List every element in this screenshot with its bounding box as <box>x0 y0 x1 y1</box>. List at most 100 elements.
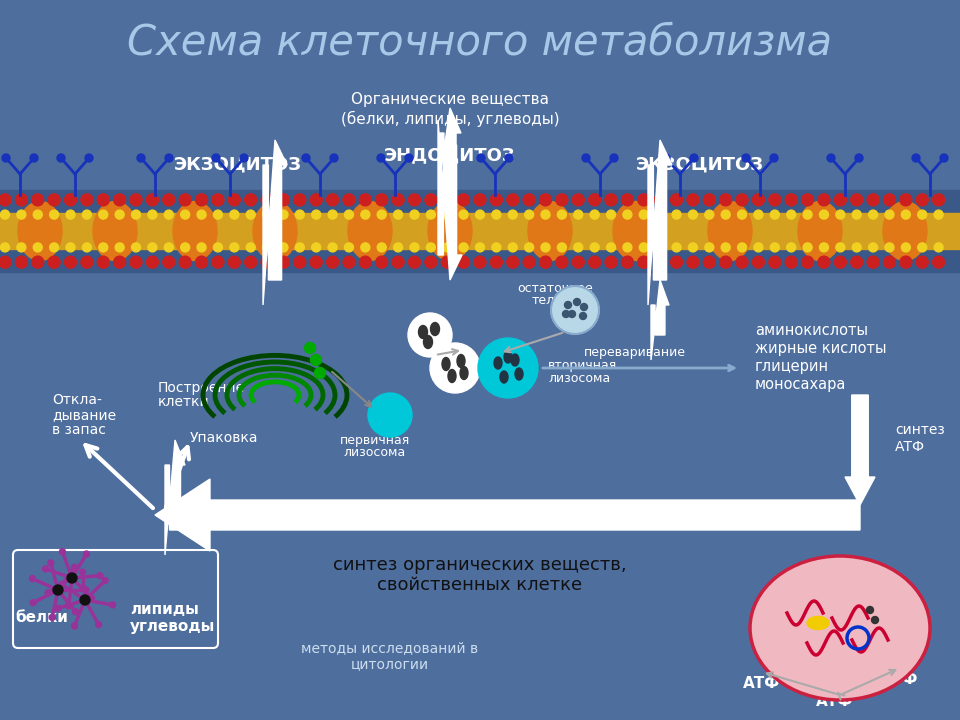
Circle shape <box>263 243 272 252</box>
Circle shape <box>279 210 288 219</box>
Ellipse shape <box>798 202 842 261</box>
Circle shape <box>426 210 436 219</box>
Circle shape <box>246 210 255 219</box>
Text: жирные кислоты: жирные кислоты <box>755 341 886 356</box>
Circle shape <box>147 194 158 206</box>
Circle shape <box>834 194 847 206</box>
Circle shape <box>197 210 206 219</box>
Circle shape <box>442 194 453 206</box>
Circle shape <box>656 210 664 219</box>
Circle shape <box>827 154 835 162</box>
Circle shape <box>212 256 224 268</box>
Circle shape <box>197 243 206 252</box>
Circle shape <box>48 560 54 566</box>
Circle shape <box>623 243 632 252</box>
Circle shape <box>294 256 306 268</box>
Text: синтез органических веществ,: синтез органических веществ, <box>333 556 627 574</box>
Circle shape <box>818 194 830 206</box>
Circle shape <box>637 194 650 206</box>
Bar <box>0 213 960 231</box>
Circle shape <box>328 243 337 252</box>
Circle shape <box>163 194 175 206</box>
Circle shape <box>818 256 830 268</box>
Circle shape <box>15 256 28 268</box>
Circle shape <box>359 194 372 206</box>
Text: тельце: тельце <box>532 294 578 307</box>
Circle shape <box>523 194 535 206</box>
Polygon shape <box>651 280 669 360</box>
Text: ЭНДОЦИТОЗ: ЭНДОЦИТОЗ <box>384 146 516 164</box>
Text: лизосома: лизосома <box>548 372 611 384</box>
Circle shape <box>637 256 650 268</box>
Circle shape <box>310 194 323 206</box>
Circle shape <box>672 243 681 252</box>
Circle shape <box>491 256 502 268</box>
Circle shape <box>654 194 666 206</box>
Text: вторичная: вторичная <box>548 359 617 372</box>
Circle shape <box>425 194 437 206</box>
Circle shape <box>475 210 485 219</box>
Ellipse shape <box>494 357 502 369</box>
Circle shape <box>212 154 220 162</box>
Circle shape <box>656 243 664 252</box>
Circle shape <box>32 256 44 268</box>
Circle shape <box>377 210 386 219</box>
Circle shape <box>852 210 861 219</box>
Circle shape <box>330 154 338 162</box>
Circle shape <box>88 595 94 601</box>
Text: моносахара: моносахара <box>755 377 847 392</box>
Ellipse shape <box>528 202 572 261</box>
Circle shape <box>196 256 207 268</box>
Text: остаточное: остаточное <box>517 282 593 294</box>
Text: белки: белки <box>15 611 68 626</box>
Circle shape <box>478 338 538 398</box>
Circle shape <box>408 313 452 357</box>
Ellipse shape <box>500 371 508 383</box>
Circle shape <box>639 210 648 219</box>
Circle shape <box>115 243 124 252</box>
Polygon shape <box>438 120 462 280</box>
Circle shape <box>71 564 78 570</box>
Circle shape <box>883 256 896 268</box>
Ellipse shape <box>173 202 217 261</box>
Circle shape <box>345 243 353 252</box>
Circle shape <box>97 194 109 206</box>
Circle shape <box>165 154 173 162</box>
Ellipse shape <box>511 354 519 366</box>
Circle shape <box>869 210 877 219</box>
Circle shape <box>507 256 518 268</box>
Circle shape <box>326 256 339 268</box>
Circle shape <box>326 194 339 206</box>
Circle shape <box>132 210 140 219</box>
Circle shape <box>343 194 355 206</box>
Circle shape <box>180 243 190 252</box>
Circle shape <box>605 194 617 206</box>
Circle shape <box>474 256 486 268</box>
Circle shape <box>573 299 581 305</box>
Circle shape <box>459 210 468 219</box>
Circle shape <box>375 194 388 206</box>
Ellipse shape <box>613 202 657 261</box>
Ellipse shape <box>750 556 930 700</box>
Text: липиды: липиды <box>130 603 199 618</box>
Circle shape <box>754 210 763 219</box>
Circle shape <box>721 210 731 219</box>
Circle shape <box>80 595 90 605</box>
Circle shape <box>240 154 248 162</box>
Circle shape <box>361 243 370 252</box>
Circle shape <box>148 243 156 252</box>
Circle shape <box>769 194 780 206</box>
Circle shape <box>654 256 666 268</box>
Circle shape <box>770 154 778 162</box>
Circle shape <box>563 310 569 318</box>
Circle shape <box>53 585 63 595</box>
Circle shape <box>720 256 732 268</box>
Ellipse shape <box>515 368 523 380</box>
Circle shape <box>59 581 64 588</box>
Polygon shape <box>263 140 287 305</box>
Circle shape <box>581 304 588 310</box>
Polygon shape <box>165 440 185 555</box>
Circle shape <box>802 194 813 206</box>
Circle shape <box>312 210 321 219</box>
Circle shape <box>180 194 191 206</box>
